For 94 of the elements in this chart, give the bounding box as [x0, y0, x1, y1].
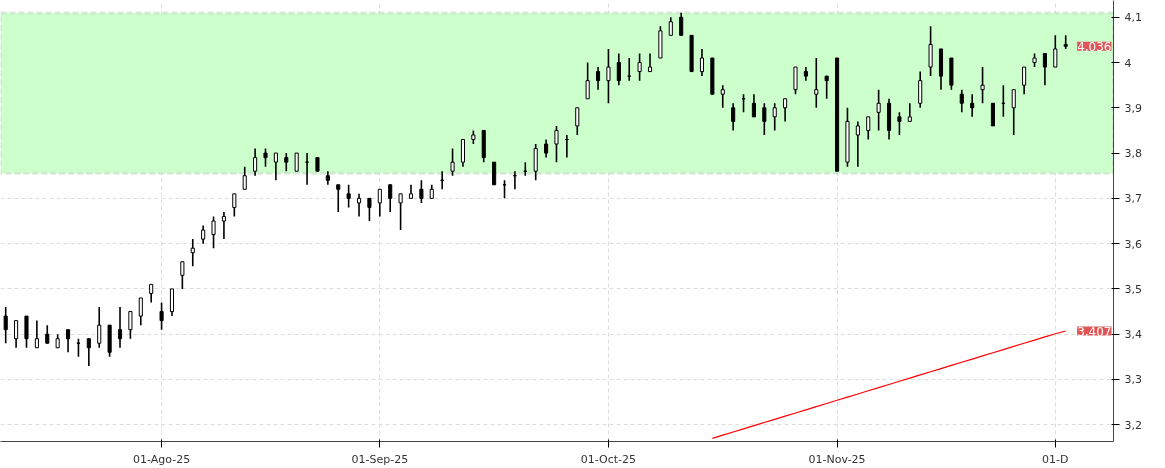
candlestick	[970, 93, 975, 118]
candlestick	[273, 152, 278, 182]
candlestick	[793, 66, 798, 96]
candlestick	[24, 315, 29, 349]
candlestick	[783, 97, 788, 123]
candlestick	[14, 319, 19, 349]
y-tick-label: 3,4	[1124, 328, 1142, 342]
candlestick	[305, 152, 310, 186]
candlestick	[169, 288, 175, 317]
candlestick	[918, 70, 923, 109]
candlestick	[554, 125, 559, 163]
candlestick	[253, 147, 258, 177]
text: 4,036	[1077, 39, 1112, 54]
candlestick	[211, 215, 216, 249]
candlestick	[647, 52, 653, 73]
candlestick	[263, 147, 268, 168]
candlestick	[180, 260, 185, 290]
candlestick	[731, 102, 736, 132]
candlestick	[398, 193, 403, 231]
candlestick	[388, 183, 393, 213]
x-tick-label: 01-Oct-25	[580, 452, 637, 466]
x-tick-label: 01-Nov-25	[808, 452, 866, 466]
y-tick-label: 3,5	[1124, 282, 1142, 296]
candlestick	[284, 152, 289, 172]
candlestick	[159, 301, 164, 331]
candlestick	[97, 306, 102, 349]
candlestick	[585, 61, 590, 100]
candlestick	[720, 84, 725, 109]
candlestick	[367, 197, 372, 222]
candlestick	[346, 183, 351, 209]
y-tick-label: 3,9	[1124, 101, 1142, 115]
candlestick	[86, 337, 91, 367]
candlestick	[294, 152, 299, 172]
candlestick	[377, 188, 382, 218]
y-tick-label: 3,8	[1124, 147, 1142, 161]
candlestick	[65, 328, 71, 354]
candlestick	[221, 211, 226, 240]
y-tick-label: 4	[1124, 56, 1132, 70]
y-tick-label: 3,6	[1124, 237, 1142, 251]
candlestick	[1022, 66, 1027, 96]
candlestick	[637, 52, 642, 82]
x-tick-label: 01-Sep-25	[351, 452, 409, 466]
candlestick	[824, 75, 829, 100]
candlestick	[138, 297, 143, 326]
candlestick	[855, 120, 860, 168]
candlestick	[544, 138, 549, 159]
candlestick	[336, 183, 341, 213]
candlestick	[990, 102, 996, 127]
candlestick	[959, 88, 964, 114]
candlestick	[450, 147, 455, 177]
candlestick	[232, 193, 237, 218]
y-tick-label: 3,7	[1124, 192, 1142, 206]
y-tick-label: 3,2	[1124, 418, 1142, 432]
candlestick	[980, 66, 985, 105]
candlestick	[117, 306, 123, 349]
text: 3,407	[1077, 324, 1112, 339]
candlestick	[595, 66, 601, 91]
candlestick	[533, 143, 538, 182]
candlestick	[3, 306, 8, 345]
candlestick	[34, 319, 39, 349]
candlestick	[1042, 52, 1047, 86]
y-tick-label: 4,1	[1124, 11, 1142, 25]
candlestick	[190, 238, 195, 268]
candlestick	[928, 25, 933, 77]
candlestick	[460, 138, 466, 168]
candlestick	[762, 102, 767, 136]
x-tick-label: 01-D	[1042, 452, 1069, 466]
candlestick	[149, 283, 154, 304]
candlestick	[575, 107, 580, 136]
candlestick	[679, 11, 684, 37]
candlestick	[627, 57, 632, 82]
candlestick	[356, 193, 362, 218]
candlestick	[1053, 34, 1058, 68]
candlestick	[751, 93, 756, 118]
candlestick	[866, 116, 871, 141]
candlestick	[876, 88, 881, 132]
candlestick	[128, 310, 133, 340]
candlestick	[606, 48, 611, 105]
line-series	[711, 330, 1067, 439]
candlestick	[897, 111, 902, 136]
y-tick-label: 3,3	[1124, 373, 1142, 387]
candlestick	[201, 224, 206, 245]
candlestick	[699, 48, 705, 77]
candlestick	[242, 165, 247, 191]
candlestick	[492, 161, 497, 186]
candlestick	[1011, 88, 1016, 136]
x-tick-label: 01-Ago-25	[133, 452, 191, 466]
candlestick	[907, 102, 912, 123]
candlestick	[772, 102, 777, 132]
candlestick	[814, 57, 819, 109]
candlestick	[616, 52, 621, 86]
candlestick	[45, 324, 50, 345]
candlestick	[419, 179, 424, 204]
candlestick	[668, 16, 673, 37]
